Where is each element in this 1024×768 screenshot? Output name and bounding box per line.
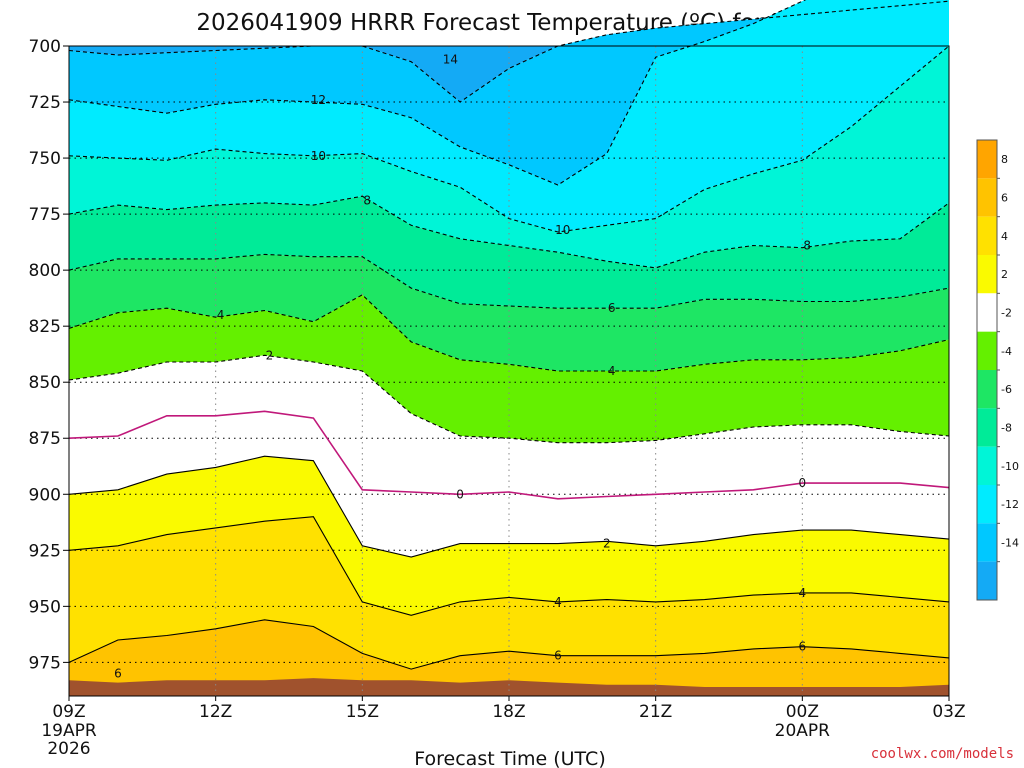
temp-band-8 — [69, 411, 949, 557]
ground-layer — [69, 678, 949, 696]
x-tick-sublabel-19APR: 19APR — [41, 721, 97, 741]
x-tick-label-21Z: 21Z — [639, 702, 672, 722]
colorbar-label--14: -14 — [1001, 537, 1019, 550]
colorbar-swatch--4 — [977, 331, 997, 370]
y-tick-label-925: 925 — [29, 541, 61, 561]
colorbar-label--12: -12 — [1001, 498, 1019, 511]
contour-line--12 — [68, 0, 807, 186]
contour-line--14 — [68, 0, 950, 103]
x-tick-sublabel-2026: 2026 — [47, 739, 90, 759]
y-tick-label-975: 975 — [29, 653, 61, 673]
temp-band-5 — [69, 254, 949, 371]
contour-line--10 — [68, 45, 950, 233]
credit-text[interactable]: coolwx.com/models — [871, 746, 1014, 762]
colorbar-swatch--2 — [977, 293, 997, 332]
contour-label-9: 4 — [608, 364, 616, 378]
contour-label-2: 10 — [311, 149, 326, 163]
colorbar-swatch--6 — [977, 370, 997, 409]
contour-line--4 — [68, 294, 950, 372]
contour-label-5: 8 — [803, 238, 811, 252]
y-tick-label-950: 950 — [29, 597, 61, 617]
contour-line-2 — [68, 455, 950, 558]
colorbar-label-6: 6 — [1001, 192, 1008, 205]
y-tick-label-900: 900 — [29, 485, 61, 505]
contour-label-10: 0 — [456, 487, 464, 501]
contour-labels: 14 12 10 8 10 8 4 6 2 4 0 0 2 4 4 6 6 6 — [114, 52, 811, 680]
y-tick-label-825: 825 — [29, 317, 61, 337]
colorbar-label--10: -10 — [1001, 460, 1019, 473]
y-tick-label-850: 850 — [29, 373, 61, 393]
temp-band-7 — [69, 355, 949, 499]
contour-label-6: 4 — [217, 308, 225, 322]
colorbar-label--6: -6 — [1001, 383, 1012, 396]
y-tick-label-750: 750 — [29, 149, 61, 169]
contour-label-17: 6 — [114, 667, 122, 681]
y-tick-label-875: 875 — [29, 429, 61, 449]
y-tick-label-775: 775 — [29, 205, 61, 225]
colorbar-swatch-6 — [977, 178, 997, 217]
x-tick-label-00Z: 00Z — [786, 702, 819, 722]
colorbar-label-2: 2 — [1001, 268, 1008, 281]
contour-line--6 — [68, 253, 950, 309]
contour-label-3: 8 — [363, 194, 371, 208]
contour-label-12: 2 — [603, 537, 611, 551]
ground-fill — [69, 678, 949, 696]
temperature-fills — [69, 0, 949, 696]
temp-band-3 — [69, 46, 949, 268]
colorbar-label--2: -2 — [1001, 307, 1012, 320]
colorbar-label--4: -4 — [1001, 345, 1012, 358]
x-tick-label-18Z: 18Z — [492, 702, 525, 722]
temp-band-9 — [69, 456, 949, 616]
contour-label-15: 6 — [554, 649, 562, 663]
contour-line--2 — [68, 354, 950, 444]
contour-label-11: 0 — [799, 476, 807, 490]
contour-label-0: 14 — [443, 52, 458, 66]
colorbar-swatch--12 — [977, 485, 997, 524]
x-axis-label: Forecast Time (UTC) — [414, 748, 605, 768]
x-tick-sublabel-20APR: 20APR — [775, 721, 831, 741]
contour-label-4: 10 — [555, 223, 570, 237]
y-tick-label-800: 800 — [29, 261, 61, 281]
colorbar-swatch--8 — [977, 408, 997, 447]
contour-label-16: 6 — [799, 640, 807, 654]
colorbar-label-8: 8 — [1001, 153, 1008, 166]
x-tick-label-03Z: 03Z — [932, 702, 965, 722]
contour-lines — [68, 0, 950, 670]
y-tick-label-700: 700 — [29, 37, 61, 57]
temp-band-10 — [69, 516, 949, 670]
colorbar: 8 6 4 2 -2 -4 -6 -8 -10 -12 -14 — [976, 139, 1019, 601]
colorbar-swatch-4 — [977, 216, 997, 255]
colorbar-swatch--10 — [977, 446, 997, 485]
x-tick-label-15Z: 15Z — [346, 702, 379, 722]
colorbar-label--8: -8 — [1001, 422, 1012, 435]
colorbar-swatch-2 — [977, 255, 997, 294]
colorbar-label-4: 4 — [1001, 230, 1008, 243]
contour-label-14: 4 — [799, 586, 807, 600]
y-tick-label-725: 725 — [29, 93, 61, 113]
temp-band-6 — [69, 294, 949, 443]
contour-line-6 — [68, 619, 950, 670]
colorbar-swatch--16 — [977, 561, 997, 600]
temp-band-2 — [69, 0, 949, 232]
contour-line--8 — [68, 195, 950, 269]
colorbar-swatch-8 — [977, 140, 997, 179]
y-axis: 700 725 750 775 800 825 850 875 900 925 950 975 — [29, 37, 69, 673]
contour-label-13: 4 — [554, 595, 562, 609]
contour-label-1: 12 — [311, 93, 326, 107]
x-tick-label-12Z: 12Z — [199, 702, 232, 722]
contour-label-8: 2 — [266, 348, 274, 362]
x-tick-label-09Z: 09Z — [52, 702, 85, 722]
contour-label-7: 6 — [608, 301, 616, 315]
contour-line-4 — [68, 516, 950, 616]
contour-line-0 — [68, 410, 950, 500]
colorbar-swatch--14 — [977, 523, 997, 562]
temp-band-1 — [69, 0, 949, 185]
temp-band-4 — [69, 196, 949, 309]
